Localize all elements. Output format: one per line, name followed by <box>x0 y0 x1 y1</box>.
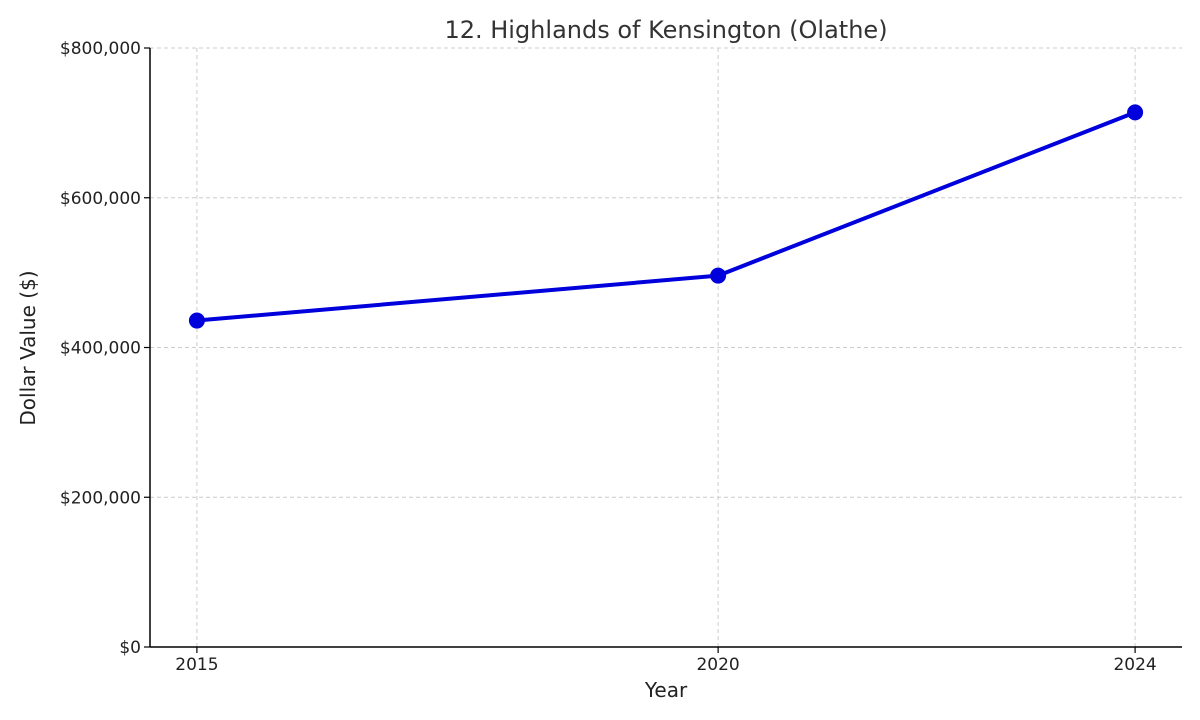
y-tick-label: $800,000 <box>60 39 141 59</box>
y-tick-label: $0 <box>119 638 141 658</box>
y-tick-label: $400,000 <box>60 339 141 359</box>
x-axis-label: Year <box>644 678 688 702</box>
x-tick-label: 2024 <box>1113 655 1156 675</box>
x-tick-label: 2015 <box>175 655 218 675</box>
y-tick-label: $200,000 <box>60 488 141 508</box>
data-point-marker <box>710 267 727 284</box>
grid-lines <box>150 47 1182 648</box>
x-tick-label: 2020 <box>696 655 739 675</box>
axis-ticks: $0 $200,000 $400,000 $600,000 $800,000 2015 20… <box>60 39 1157 675</box>
data-point-marker <box>1127 104 1144 121</box>
y-axis-label: Dollar Value ($) <box>16 270 40 425</box>
data-point-marker <box>188 312 205 329</box>
series-layer <box>188 104 1144 329</box>
series-line <box>194 110 1138 323</box>
chart-title: 12. Highlands of Kensington (Olathe) <box>444 16 887 44</box>
y-tick-label: $600,000 <box>60 189 141 209</box>
